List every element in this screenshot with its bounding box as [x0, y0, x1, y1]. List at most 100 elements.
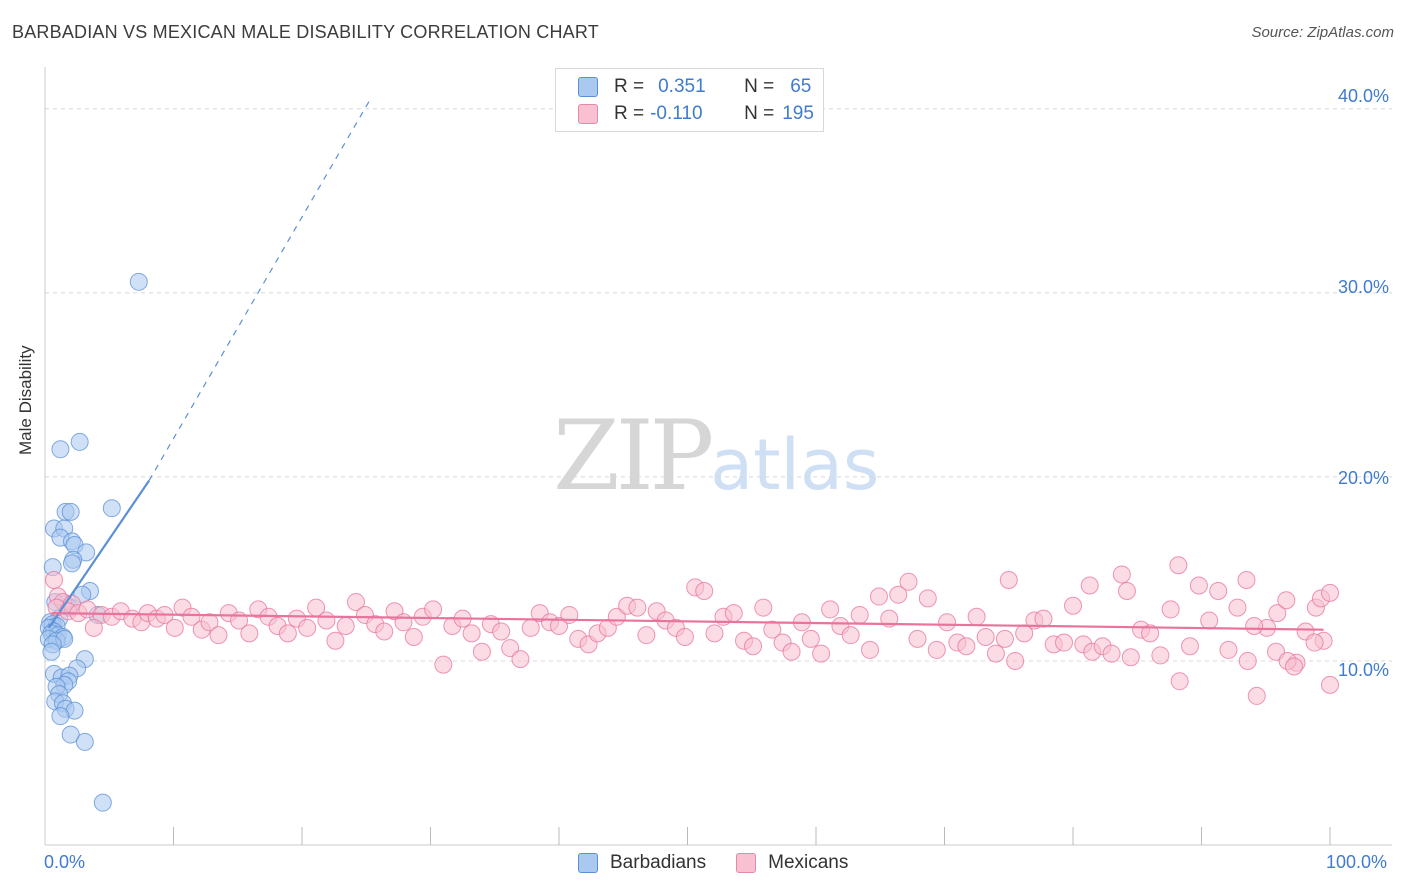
mexicans-swatch	[578, 104, 598, 124]
mexicans-point	[976, 628, 995, 647]
mexicans-point	[298, 618, 317, 637]
legend-row-mexicans: R = -0.110 N = 195	[578, 101, 814, 127]
mexicans-legend-swatch	[736, 853, 757, 873]
n-label: N =	[744, 76, 775, 97]
mexicans-point	[404, 628, 423, 647]
mexicans-point	[1055, 633, 1074, 652]
mexicans-point	[1245, 616, 1264, 635]
barbadians-point	[75, 732, 94, 751]
y-tick-label-40: 40.0%	[1338, 86, 1390, 106]
mexicans-point	[1112, 565, 1131, 584]
mexicans-point	[908, 629, 927, 648]
r-value-mexicans: -0.110	[650, 103, 703, 124]
mexicans-point	[182, 607, 201, 626]
mexicans-point	[521, 618, 540, 637]
watermark-atlas: atlas	[710, 424, 880, 506]
mexicans-point	[1102, 644, 1121, 663]
mexicans-point	[1237, 570, 1256, 589]
mexicans-point	[695, 582, 714, 601]
mexicans-point	[346, 593, 365, 612]
mexicans-point	[927, 640, 946, 659]
n-value-barbadians: 65	[790, 76, 812, 97]
mexicans-point	[1080, 576, 1099, 595]
mexicans-point	[550, 616, 568, 635]
barbadians-legend-swatch	[578, 853, 598, 873]
barbadians-point	[62, 554, 81, 573]
barbadians-swatch	[578, 77, 598, 97]
mexicans-point	[1161, 600, 1180, 619]
mexicans-point	[1268, 604, 1287, 623]
mexicans-point	[1117, 582, 1136, 601]
barbadians-point	[129, 272, 148, 291]
mexicans-point	[1277, 591, 1296, 610]
mexicans-point	[1209, 582, 1228, 601]
mexicans-point	[336, 616, 355, 635]
mexicans-point	[1321, 583, 1339, 602]
y-tick-label-30: 30.0%	[1338, 277, 1390, 297]
mexicans-point	[1180, 637, 1199, 656]
mexicans-point	[1200, 611, 1219, 630]
mexicans-point	[744, 637, 763, 656]
mexicans-point	[986, 644, 1005, 663]
y-tick-label-20: 20.0%	[1338, 468, 1390, 488]
mexicans-point	[84, 618, 103, 637]
mexicans-point	[967, 607, 986, 626]
mexicans-point	[209, 626, 228, 645]
mexicans-point	[1285, 657, 1304, 676]
mexicans-point	[1169, 556, 1188, 575]
mexicans-point	[1170, 672, 1189, 691]
y-axis-label: Male Disability	[16, 345, 35, 455]
mexicans-point	[317, 611, 336, 630]
mexicans-point	[424, 600, 443, 619]
legend-label-barbadians: Barbadians	[610, 852, 707, 873]
correlation-legend: R = 0.351 N = 65 R = -0.110 N = 195	[555, 68, 824, 132]
barbadians-point	[51, 440, 70, 459]
legend-item-barbadians[interactable]: Barbadians	[578, 852, 706, 874]
mexicans-point	[782, 642, 801, 661]
mexicans-point	[1321, 675, 1339, 694]
barbadians-point	[51, 707, 70, 726]
mexicans-point	[860, 640, 879, 659]
mexicans-point	[1034, 609, 1053, 628]
mexicans-point	[995, 629, 1014, 648]
barbadians-point	[61, 502, 80, 521]
mexicans-trend-line	[51, 612, 1324, 631]
mexicans-point	[841, 626, 860, 645]
series-legend: Barbadians Mexicans	[578, 852, 878, 874]
mexicans-point	[705, 624, 724, 643]
legend-label-mexicans: Mexicans	[768, 852, 849, 873]
mexicans-point	[899, 572, 918, 591]
legend-item-mexicans[interactable]: Mexicans	[736, 852, 848, 874]
watermark: ZIPatlas	[553, 400, 879, 512]
mexicans-point	[462, 624, 481, 643]
mexicans-point	[1151, 646, 1170, 665]
r-label: R =	[614, 76, 645, 97]
mexicans-point	[889, 585, 908, 604]
watermark-zip: ZIP	[553, 400, 714, 512]
mexicans-point	[724, 604, 743, 623]
mexicans-point	[938, 613, 957, 632]
x-tick-label-max: 100.0%	[1326, 852, 1388, 872]
y-tick-label-10: 10.0%	[1338, 660, 1390, 680]
mexicans-point	[1006, 651, 1025, 670]
mexicans-point	[675, 628, 694, 647]
barbadians-point	[102, 499, 121, 518]
mexicans-point	[850, 605, 869, 624]
mexicans-point	[278, 624, 297, 643]
mexicans-point	[1121, 648, 1140, 667]
barbadians-trend-line	[47, 479, 150, 629]
mexicans-point	[918, 589, 937, 608]
mexicans-point	[1228, 598, 1247, 617]
mexicans-point	[1141, 624, 1160, 643]
mexicans-point	[511, 650, 530, 669]
mexicans-point	[492, 622, 511, 641]
mexicans-point	[628, 598, 647, 617]
barbadians-point	[42, 642, 61, 661]
legend-row-barbadians: R = 0.351 N = 65	[578, 74, 811, 100]
mexicans-point	[1247, 686, 1266, 705]
n-value-mexicans: 195	[782, 103, 814, 124]
mexicans-point	[1219, 640, 1238, 659]
mexicans-point	[637, 626, 656, 645]
mexicans-point	[869, 587, 888, 606]
mexicans-point	[394, 613, 413, 632]
